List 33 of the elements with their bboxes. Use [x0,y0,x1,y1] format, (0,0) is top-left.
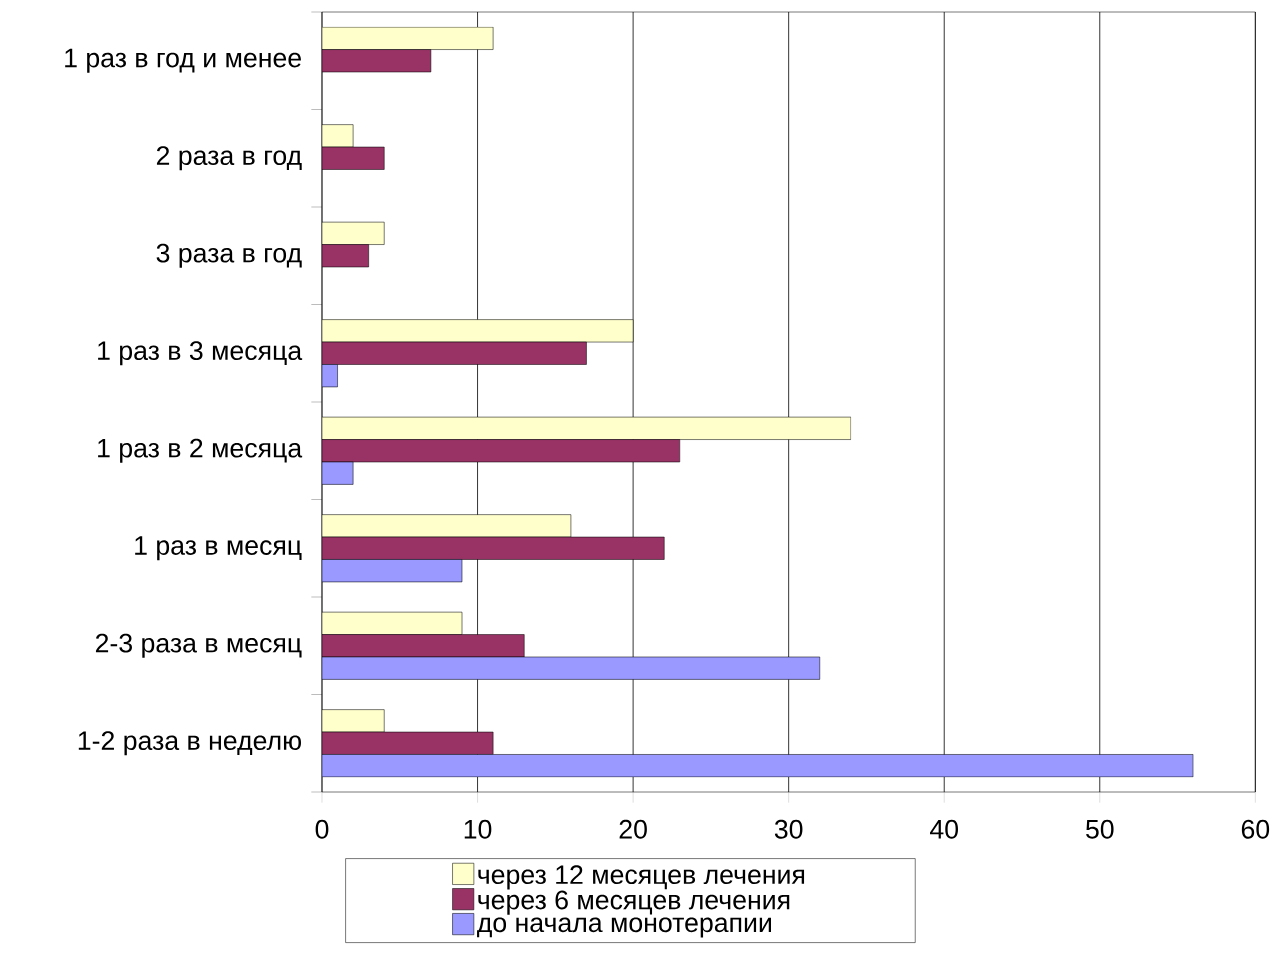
bar [322,49,432,73]
x-tick-label: 30 [774,819,803,839]
bar [322,244,369,268]
legend-label: через 12 месяцев лечения [478,865,805,890]
bar [322,611,463,635]
legend-label: до начала монотерапии [477,917,771,938]
bar [322,416,852,440]
bar [322,514,572,538]
bar [322,221,385,245]
bar [322,536,665,560]
y-tick-label: 1 раз в 3 месяца [98,341,303,366]
y-tick-label: 1-2 раза в неделю [78,731,301,756]
x-tick-label: 20 [619,819,647,839]
x-tick-label: 50 [1086,819,1114,839]
y-tick-label: 2-3 раза в месяц [95,633,302,658]
y-tick-label: 1 раз в год и менее [65,48,301,73]
x-tick-label: 60 [1241,819,1270,839]
bar [322,319,634,343]
x-tick-label: 10 [464,819,492,839]
bar [322,709,385,733]
x-tick-label: 0 [315,819,329,839]
y-tick-label: 1 раз в месяц [135,536,302,561]
y-tick-label: 2 раза в год [156,146,302,171]
bar [322,634,525,658]
bar [322,731,494,755]
x-tick-label: 40 [930,819,958,839]
legend-label: через 6 месяцев лечения [478,890,790,915]
y-tick-label: 3 раза в год [156,243,302,268]
bar [322,439,681,463]
bar [322,341,587,365]
bar [322,26,494,50]
y-tick-label: 1 раз в 2 месяца [98,438,303,463]
bar [322,146,385,170]
